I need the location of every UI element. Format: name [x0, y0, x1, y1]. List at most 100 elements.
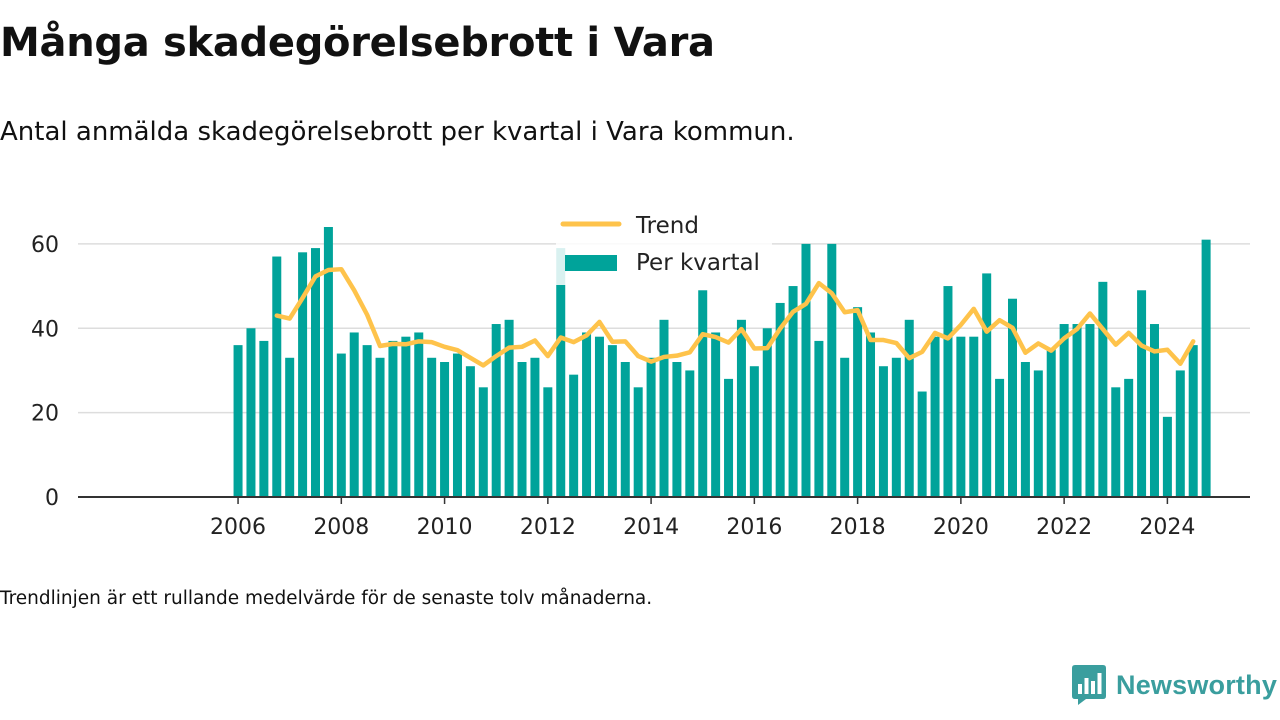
x-tick-label: 2016: [726, 515, 782, 540]
bar: [530, 357, 540, 497]
bar: [336, 353, 346, 497]
bar: [440, 362, 450, 497]
bar: [272, 256, 282, 497]
bar: [878, 366, 888, 497]
bar: [298, 252, 308, 497]
bar: [1111, 387, 1121, 497]
bar: [917, 391, 927, 497]
chart-area: 0 20 40 60 2006 2008 2010 2012 2014 2016 2018 2020…: [31, 205, 1250, 540]
bar: [1046, 349, 1056, 497]
bar: [517, 362, 527, 497]
bar: [556, 248, 566, 497]
chart-title: Många skadegörelsebrott i Vara: [0, 20, 715, 66]
bar: [672, 362, 682, 497]
bar: [1020, 362, 1030, 497]
bar: [788, 286, 798, 497]
bar: [866, 332, 876, 497]
bar: [569, 374, 579, 497]
trend-series: [274, 266, 1196, 368]
legend-bars-label: Per kvartal: [636, 250, 760, 276]
bar: [594, 336, 604, 497]
chart-subtitle: Antal anmälda skadegörelsebrott per kvar…: [0, 117, 795, 147]
legend: Trend Per kvartal: [556, 205, 772, 285]
bar: [259, 340, 269, 497]
bar: [969, 336, 979, 497]
x-tick-label: 2014: [623, 515, 679, 540]
bar: [801, 243, 811, 498]
bar: [375, 357, 385, 497]
bar: [504, 319, 514, 497]
legend-background: [556, 205, 772, 285]
bar: [427, 357, 437, 497]
footnote: Trendlinjen är ett rullande medelvärde f…: [0, 588, 653, 609]
bar: [995, 378, 1005, 498]
bar: [943, 286, 953, 497]
bar: [620, 362, 630, 497]
x-tick-label: 2024: [1139, 515, 1195, 540]
bar: [1033, 370, 1043, 497]
x-tick-label: 2018: [830, 515, 886, 540]
bar: [1059, 324, 1069, 497]
bar: [1098, 281, 1108, 497]
trend-line: [274, 266, 1196, 368]
bar: [1201, 239, 1211, 497]
bar: [285, 357, 295, 497]
bar: [1188, 345, 1198, 498]
newsworthy-chart-icon: [1072, 665, 1106, 705]
bar: [633, 387, 643, 497]
bar: [711, 332, 721, 497]
x-tick-label: 2012: [520, 515, 576, 540]
x-tick-label: 2020: [933, 515, 989, 540]
x-tick-label: 2006: [210, 515, 266, 540]
bar: [1008, 298, 1017, 497]
y-tick-label: 40: [31, 317, 59, 342]
bar: [414, 332, 424, 497]
x-tick-label: 2008: [313, 515, 369, 540]
bar: [465, 366, 475, 497]
y-tick-label: 60: [31, 233, 59, 258]
bar: [323, 227, 333, 497]
bar: [311, 248, 320, 497]
bar: [646, 357, 656, 497]
bar: [478, 387, 488, 497]
bar: [349, 332, 359, 497]
bar: [1162, 416, 1172, 497]
x-tick-label: 2010: [417, 515, 473, 540]
bar: [762, 328, 772, 497]
bar: [246, 328, 256, 497]
x-tick-label: 2022: [1036, 515, 1092, 540]
bar: [1149, 324, 1159, 497]
legend-bars-swatch: [565, 255, 617, 271]
bar: [982, 273, 992, 497]
bar: [401, 336, 411, 497]
bar: [1137, 290, 1147, 497]
bar: [840, 357, 850, 497]
bar: [724, 378, 734, 498]
bar: [1085, 324, 1095, 497]
y-axis-ticks: 0 20 40 60: [31, 233, 59, 511]
bar: [607, 345, 617, 498]
bar: [930, 336, 940, 497]
bar: [891, 357, 901, 497]
bar: [659, 319, 669, 497]
bar: [452, 353, 462, 497]
bar: [1072, 324, 1082, 497]
bar: [543, 387, 553, 497]
bar: [814, 340, 824, 497]
bar: [491, 324, 501, 497]
brand-name: Newsworthy: [1116, 669, 1278, 700]
bar: [827, 243, 837, 498]
bar: [775, 302, 785, 497]
bar: [1175, 370, 1185, 497]
bar: [698, 290, 708, 497]
bar: [685, 370, 695, 497]
bar: [956, 336, 966, 497]
bar: [362, 345, 372, 498]
y-tick-label: 0: [45, 486, 59, 511]
bar: [853, 307, 863, 497]
bar: [749, 366, 759, 497]
bar: [904, 319, 914, 497]
newsworthy-logo[interactable]: Newsworthy: [1072, 664, 1277, 706]
bar: [582, 332, 592, 497]
bar: [388, 340, 398, 497]
